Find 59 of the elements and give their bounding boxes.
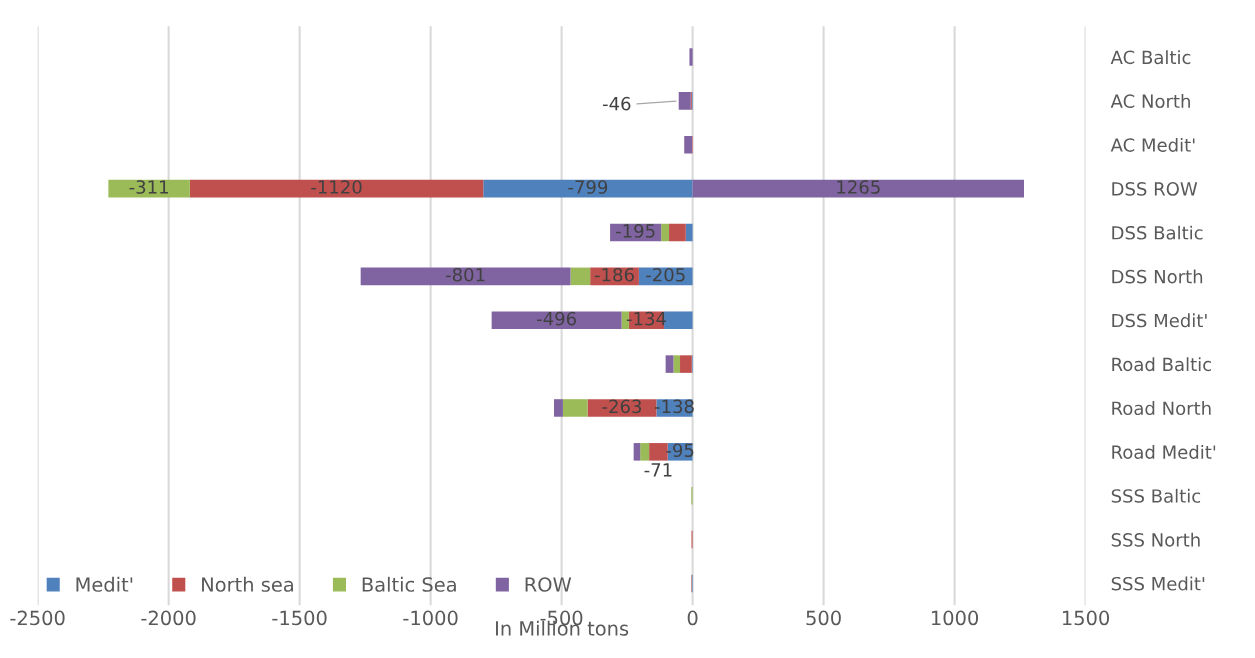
x-tick-label: -1000 (403, 610, 458, 626)
y-tick-label: Road North (1112, 401, 1211, 416)
x-tick-label: -2000 (141, 610, 196, 626)
bar (680, 355, 692, 373)
bar (684, 135, 693, 154)
x-tick-label: 500 (806, 610, 841, 626)
y-tick-label: AC Medit' (1110, 137, 1195, 152)
y-tick-label: SSS Medit' (1111, 576, 1205, 591)
bar (554, 399, 563, 417)
y-tick-label: Road Medit' (1112, 444, 1216, 459)
x-tick-label: 1000 (931, 610, 979, 626)
y-tick-label: AC Baltic (1110, 50, 1191, 65)
y-tick-label: SSS North (1111, 532, 1200, 547)
y-tick-label: DSS ROW (1112, 182, 1198, 196)
bar (570, 267, 591, 286)
data-label: -311 (129, 180, 168, 194)
data-label: -801 (445, 267, 485, 282)
bar (661, 223, 670, 242)
data-label: -71 (644, 463, 672, 477)
bar (665, 355, 674, 373)
bar (664, 311, 693, 329)
legend-label: Medit' (76, 576, 133, 592)
bar (562, 399, 588, 417)
bar (360, 267, 571, 286)
bar (491, 311, 622, 329)
data-label: 1265 (837, 180, 880, 194)
legend-label: ROW (525, 577, 572, 592)
legend-label: Baltic Sea (362, 576, 456, 592)
x-tick-label: 0 (687, 610, 698, 626)
data-label: -46 (602, 96, 631, 111)
bar (685, 223, 693, 242)
bar (189, 179, 484, 198)
y-tick-label: DSS Baltic (1112, 225, 1203, 240)
y-tick-label: DSS Medit' (1112, 313, 1207, 328)
bar (483, 179, 693, 198)
data-label: -205 (646, 267, 685, 282)
bar (640, 443, 650, 461)
data-label: -1120 (311, 180, 362, 194)
bar (669, 223, 686, 242)
bar (621, 311, 629, 329)
y-tick-label: DSS North (1112, 269, 1203, 284)
bar (673, 355, 681, 373)
bar (649, 443, 668, 461)
bar (633, 443, 641, 461)
legend-label: North sea (202, 576, 293, 592)
data-label: -195 (616, 224, 655, 238)
bar (692, 179, 1025, 198)
y-tick-label: AC North (1110, 94, 1190, 109)
y-tick-label: SSS Baltic (1111, 488, 1201, 503)
data-label: -496 (537, 311, 576, 326)
data-label: -263 (602, 399, 642, 414)
x-tick-label: -2500 (10, 610, 65, 626)
bar (689, 48, 693, 66)
data-label: -799 (568, 180, 608, 194)
y-tick-label: Road Baltic (1112, 357, 1211, 372)
bar (678, 92, 691, 110)
x-tick-label: 1500 (1062, 610, 1110, 626)
data-label: -186 (594, 267, 634, 282)
x-tick-label: -1500 (272, 610, 327, 626)
